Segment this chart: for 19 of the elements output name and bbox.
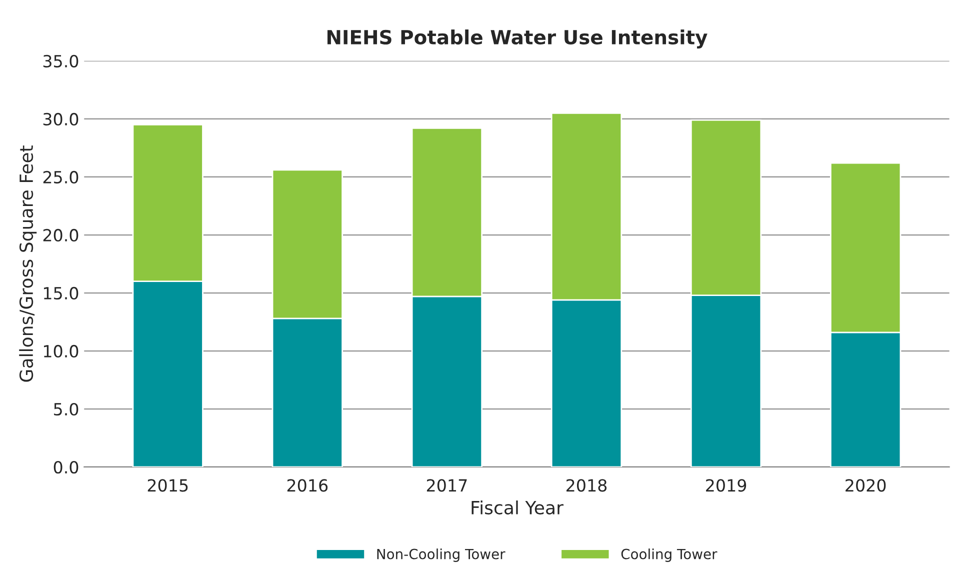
- y-tick-label: 0.0: [54, 460, 78, 474]
- x-axis-title: Fiscal Year: [472, 500, 564, 514]
- y-tick-label: 20.0: [43, 228, 78, 242]
- y-axis-title: Gallons/Gross Square Feet: [19, 146, 37, 382]
- y-tick-label: 35.0: [43, 54, 78, 68]
- y-tick-label: 25.0: [43, 170, 78, 184]
- x-tick-label: 2017: [426, 479, 467, 492]
- y-tick-label: 10.0: [44, 344, 78, 358]
- x-tick-label: 2018: [566, 479, 607, 492]
- x-tick-label: 2016: [287, 479, 328, 492]
- x-tick-label: 2020: [846, 479, 886, 492]
- y-tick-label: 5.0: [54, 402, 78, 416]
- x-tick-label: 2019: [706, 479, 746, 492]
- y-tick-label: 30.0: [43, 112, 78, 126]
- y-tick-label: 15.0: [44, 286, 78, 300]
- chart-title: NIEHS Potable Water Use Intensity: [327, 29, 708, 48]
- x-tick-label: 2015: [148, 479, 188, 492]
- legend-label: Non-Cooling Tower: [377, 548, 506, 562]
- legend-label: Cooling Tower: [621, 548, 718, 562]
